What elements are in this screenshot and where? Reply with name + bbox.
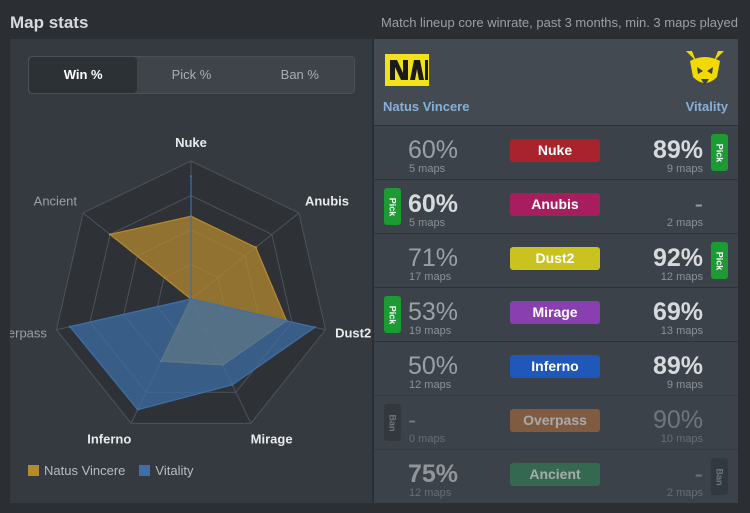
map-label-dust2[interactable]: Dust2	[510, 247, 600, 270]
chart-legend: Natus Vincere Vitality	[28, 463, 193, 478]
navi-winrate: 50%	[408, 352, 459, 380]
axis-label-mirage: Mirage	[251, 432, 293, 447]
map-label-overpass[interactable]: Overpass	[510, 409, 600, 432]
vitality-maps-count: 9 maps	[666, 379, 703, 391]
left-pick-badge: Pick	[384, 296, 401, 333]
right-pick-badge: Pick	[711, 242, 728, 279]
vitality-maps-count: 9 maps	[666, 163, 703, 175]
vitality-maps-count: 2 maps	[666, 217, 703, 229]
teams-header: Natus Vincere Vitality	[374, 39, 738, 125]
data-point	[136, 408, 139, 411]
navi-maps-count: 5 maps	[409, 163, 446, 175]
map-label-ancient[interactable]: Ancient	[510, 463, 600, 486]
axis-label-anubis: Anubis	[305, 194, 349, 209]
vitality-maps-count: 13 maps	[660, 325, 703, 337]
map-label-nuke[interactable]: Nuke	[510, 139, 600, 162]
map-row-dust2: 71% 17 maps Dust2 92% 12 maps Pick	[374, 233, 738, 287]
data-point	[68, 325, 72, 328]
navi-maps-count: 5 maps	[409, 217, 446, 229]
navi-maps-count: 12 maps	[409, 379, 452, 391]
map-row-anubis: Pick 60% 5 maps Anubis -2 maps	[374, 179, 738, 233]
vitality-winrate: 69%	[652, 298, 703, 326]
vitality-winrate: 89%	[652, 136, 703, 164]
team-name-navi[interactable]: Natus Vincere	[383, 99, 470, 114]
vitality-winrate: 92%	[652, 244, 703, 272]
legend-item-navi: Natus Vincere	[28, 463, 125, 478]
navi-logo-icon	[385, 54, 429, 86]
right-ban-badge: Ban	[711, 458, 728, 495]
series-area-vitality	[68, 176, 317, 411]
team-name-vitality[interactable]: Vitality	[685, 99, 728, 114]
navi-maps-count: 19 maps	[409, 325, 452, 337]
axis-label-dust2: Dust2	[335, 326, 371, 341]
axis-label-ancient: Ancient	[34, 194, 78, 209]
vitality-maps-count: 12 maps	[660, 271, 703, 283]
axis-label-nuke: Nuke	[175, 135, 207, 150]
navi-maps-count: 0 maps	[409, 433, 446, 445]
vitality-winrate: -	[694, 190, 703, 218]
vitality-logo-icon	[686, 51, 724, 85]
map-table-panel: Natus Vincere Vitality 60% 5 maps Nuke 89% 9…	[374, 39, 738, 503]
data-point	[108, 233, 112, 236]
vitality-maps-count: 10 maps	[660, 433, 703, 445]
legend-swatch-vitality	[139, 465, 151, 476]
map-label-anubis[interactable]: Anubis	[510, 193, 600, 216]
map-rows: 60% 5 maps Nuke 89% 9 maps Pick Pick 60% 5 maps A…	[374, 125, 738, 503]
radar-chart: Nuke Anubis Dust2 Mirage Inferno Overpass Anci…	[10, 135, 371, 447]
map-label-inferno[interactable]: Inferno	[510, 355, 600, 378]
tab-pick[interactable]: Pick %	[171, 67, 212, 82]
navi-winrate: 53%	[408, 298, 459, 326]
data-point	[313, 326, 316, 329]
data-point	[231, 383, 234, 386]
navi-winrate: 75%	[408, 460, 459, 488]
axis-label-overpass: Overpass	[10, 326, 47, 341]
page-title: Map stats	[10, 13, 89, 32]
axis-label-inferno: Inferno	[87, 432, 131, 447]
left-pick-badge: Pick	[384, 188, 401, 225]
navi-winrate: -	[408, 406, 417, 434]
legend-label-navi: Natus Vincere	[44, 463, 126, 478]
legend-item-vitality: Vitality	[139, 463, 193, 478]
vitality-winrate: -	[694, 460, 703, 488]
stat-tabs: Win % Pick % Ban %	[28, 56, 355, 94]
tab-ban[interactable]: Ban %	[280, 67, 319, 82]
left-ban-badge: Ban	[384, 404, 401, 441]
right-pick-badge: Pick	[711, 134, 728, 171]
map-row-ancient: 75% 12 maps Ancient -2 maps Ban	[374, 449, 738, 503]
header: Map stats Match lineup core winrate, pas…	[0, 0, 750, 38]
map-row-overpass: Ban -0 maps Overpass 90% 10 maps	[374, 395, 738, 449]
navi-winrate: 60%	[408, 136, 459, 164]
data-point	[254, 246, 257, 249]
navi-winrate: 71%	[408, 244, 459, 272]
map-row-inferno: 50% 12 maps Inferno 89% 9 maps	[374, 341, 738, 395]
navi-winrate: 60%	[408, 190, 459, 218]
radar-panel: Win % Pick % Ban % Nuke Anubis Dust2 Mirage…	[10, 39, 372, 503]
map-row-nuke: 60% 5 maps Nuke 89% 9 maps Pick	[374, 125, 738, 179]
vitality-winrate: 89%	[652, 352, 703, 380]
page-subtitle: Match lineup core winrate, past 3 months…	[381, 15, 738, 30]
legend-label-vitality: Vitality	[155, 463, 194, 478]
tab-win[interactable]: Win %	[29, 57, 138, 93]
data-point	[189, 174, 193, 178]
navi-maps-count: 17 maps	[409, 271, 452, 283]
legend-swatch-navi	[28, 465, 39, 476]
map-label-mirage[interactable]: Mirage	[510, 301, 600, 324]
navi-maps-count: 12 maps	[409, 487, 452, 499]
vitality-maps-count: 2 maps	[666, 487, 703, 499]
data-point	[189, 297, 193, 301]
map-row-mirage: Pick 53% 19 maps Mirage 69% 13 maps	[374, 287, 738, 341]
vitality-winrate: 90%	[652, 406, 703, 434]
